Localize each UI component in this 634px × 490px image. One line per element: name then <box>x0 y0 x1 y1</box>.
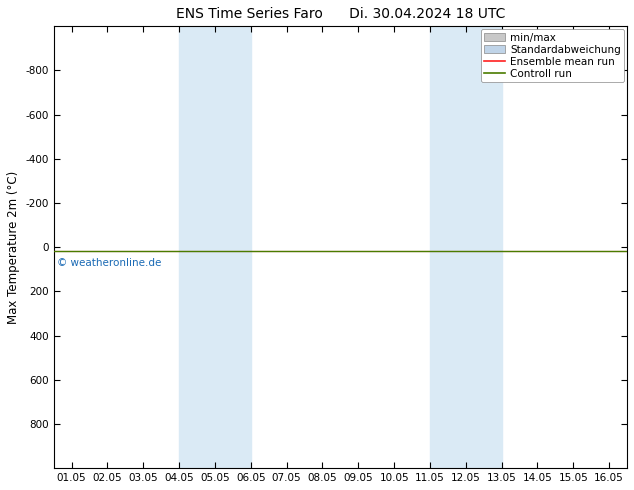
Y-axis label: Max Temperature 2m (°C): Max Temperature 2m (°C) <box>7 171 20 324</box>
Text: © weatheronline.de: © weatheronline.de <box>57 258 162 268</box>
Bar <box>179 26 251 468</box>
Legend: min/max, Standardabweichung, Ensemble mean run, Controll run: min/max, Standardabweichung, Ensemble me… <box>481 29 624 82</box>
Title: ENS Time Series Faro      Di. 30.04.2024 18 UTC: ENS Time Series Faro Di. 30.04.2024 18 U… <box>176 7 505 21</box>
Bar <box>430 26 501 468</box>
